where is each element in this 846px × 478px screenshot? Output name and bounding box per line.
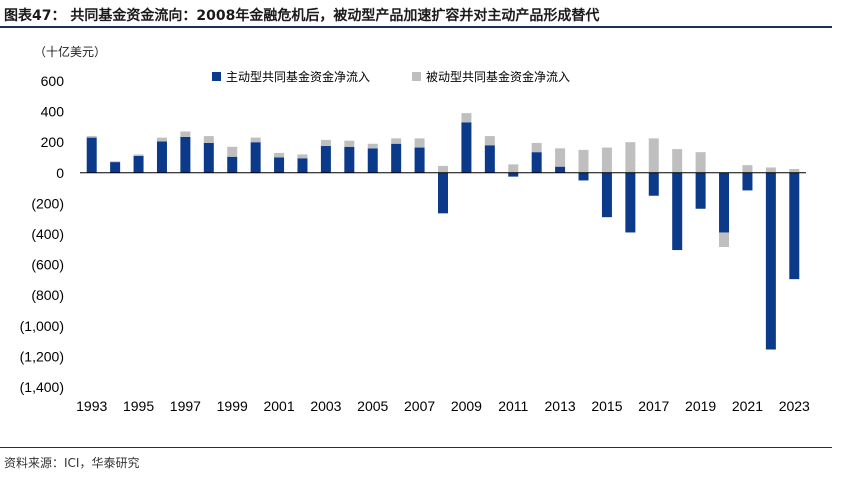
active-fund-bar-2001 bbox=[274, 157, 285, 173]
y-axis-unit-label: （十亿美元） bbox=[34, 45, 107, 59]
active-fund-bar-2009 bbox=[461, 122, 472, 173]
x-tick-label: 2003 bbox=[310, 398, 341, 414]
active-fund-bar-2005 bbox=[367, 148, 378, 173]
passive-fund-bar-2005 bbox=[367, 143, 378, 149]
active-fund-bar-1998 bbox=[203, 142, 214, 173]
x-tick-label: 1993 bbox=[76, 398, 107, 414]
x-tick-label: 2011 bbox=[498, 398, 528, 414]
x-tick-label: 2019 bbox=[685, 398, 716, 414]
passive-fund-bar-2006 bbox=[391, 138, 402, 144]
x-tick-label: 2009 bbox=[451, 398, 482, 414]
active-fund-bar-2011 bbox=[508, 172, 519, 177]
active-fund-bar-2018 bbox=[672, 172, 683, 251]
active-fund-bar-2013 bbox=[555, 166, 566, 173]
active-fund-bar-2019 bbox=[695, 172, 706, 209]
active-fund-bar-2021 bbox=[742, 172, 753, 191]
y-tick-label: (800) bbox=[31, 287, 64, 303]
active-fund-bar-1996 bbox=[156, 141, 167, 173]
passive-fund-bar-1993 bbox=[86, 136, 97, 138]
x-tick-label: 2017 bbox=[638, 398, 669, 414]
active-fund-bar-2017 bbox=[648, 172, 659, 196]
passive-fund-bar-2002 bbox=[297, 154, 308, 159]
y-tick-label: (1,000) bbox=[20, 318, 64, 334]
active-fund-bar-2003 bbox=[320, 146, 331, 173]
y-tick-label: (1,400) bbox=[20, 379, 64, 395]
passive-fund-bar-2014 bbox=[578, 149, 589, 173]
x-tick-label: 2023 bbox=[779, 398, 810, 414]
active-fund-bar-2002 bbox=[297, 158, 308, 173]
y-tick-label: 600 bbox=[41, 73, 65, 89]
active-fund-bar-2016 bbox=[625, 172, 636, 233]
active-fund-bar-2000 bbox=[250, 142, 261, 173]
passive-fund-bar-1994 bbox=[110, 161, 121, 163]
passive-fund-bar-1998 bbox=[203, 136, 214, 143]
passive-fund-bar-2016 bbox=[625, 142, 636, 173]
passive-fund-bar-2010 bbox=[484, 136, 495, 146]
active-fund-bar-2006 bbox=[391, 143, 402, 173]
source-note: 资料来源：ICI，华泰研究 bbox=[4, 456, 140, 470]
passive-fund-bar-2013 bbox=[555, 148, 566, 167]
legend-swatch-active bbox=[212, 72, 221, 81]
active-fund-bar-2012 bbox=[531, 152, 542, 173]
passive-fund-bar-2003 bbox=[320, 139, 331, 147]
active-fund-bar-2008 bbox=[438, 172, 448, 214]
passive-fund-bar-2017 bbox=[648, 138, 659, 173]
passive-fund-bar-2001 bbox=[274, 152, 285, 158]
footer-divider bbox=[0, 447, 832, 448]
legend-label-active: 主动型共同基金资金净流入 bbox=[226, 69, 370, 84]
passive-fund-bar-2012 bbox=[531, 142, 542, 153]
passive-fund-bar-1995 bbox=[133, 154, 144, 156]
passive-fund-bar-2011 bbox=[508, 164, 519, 173]
x-tick-label: 2001 bbox=[263, 398, 294, 414]
active-fund-bar-1995 bbox=[133, 155, 144, 173]
x-tick-label: 2021 bbox=[732, 398, 763, 414]
passive-fund-bar-2020 bbox=[719, 232, 730, 248]
chart-title: 图表47： 共同基金资金流向：2008年金融危机后，被动型产品加速扩容并对主动产… bbox=[4, 8, 600, 24]
x-tick-label: 1997 bbox=[170, 398, 201, 414]
active-fund-bar-2010 bbox=[484, 145, 495, 173]
passive-fund-bar-1999 bbox=[227, 146, 238, 157]
passive-fund-bar-2000 bbox=[250, 137, 261, 143]
x-tick-label: 2005 bbox=[357, 398, 388, 414]
y-tick-label: 400 bbox=[41, 104, 65, 120]
passive-fund-bar-2018 bbox=[672, 149, 683, 173]
y-tick-label: (600) bbox=[31, 257, 64, 273]
passive-fund-bar-2015 bbox=[601, 147, 612, 173]
y-tick-label: (400) bbox=[31, 226, 64, 242]
legend-label-passive: 被动型共同基金资金净流入 bbox=[426, 69, 570, 84]
passive-fund-bar-1997 bbox=[180, 131, 191, 137]
active-fund-bar-1997 bbox=[180, 136, 191, 173]
y-tick-label: (1,200) bbox=[20, 348, 64, 364]
active-fund-bar-2014 bbox=[578, 172, 589, 181]
passive-fund-bar-1996 bbox=[156, 137, 167, 142]
title-divider bbox=[0, 26, 832, 28]
active-fund-bar-1999 bbox=[227, 156, 238, 173]
active-fund-bar-2015 bbox=[601, 172, 612, 218]
legend-swatch-passive bbox=[412, 72, 421, 81]
x-tick-label: 2007 bbox=[404, 398, 435, 414]
active-fund-bar-2023 bbox=[789, 172, 800, 280]
passive-fund-bar-2007 bbox=[414, 138, 425, 148]
active-fund-bar-2020 bbox=[719, 172, 730, 233]
y-tick-label: 200 bbox=[41, 134, 65, 150]
passive-fund-bar-2021 bbox=[742, 165, 753, 173]
y-tick-label: 0 bbox=[56, 165, 64, 181]
x-tick-label: 2015 bbox=[591, 398, 622, 414]
x-tick-label: 1999 bbox=[217, 398, 248, 414]
passive-fund-bar-2009 bbox=[461, 113, 472, 123]
y-tick-label: (200) bbox=[31, 195, 64, 211]
x-tick-label: 2013 bbox=[545, 398, 576, 414]
active-fund-bar-2022 bbox=[765, 172, 776, 350]
x-tick-label: 1995 bbox=[123, 398, 154, 414]
active-fund-bar-2004 bbox=[344, 146, 355, 173]
active-fund-bar-1994 bbox=[110, 162, 121, 173]
passive-fund-bar-2004 bbox=[344, 140, 355, 147]
passive-fund-bar-2022 bbox=[765, 167, 776, 173]
passive-fund-bar-2019 bbox=[695, 152, 706, 173]
passive-fund-bar-2023 bbox=[789, 168, 800, 173]
active-fund-bar-1993 bbox=[86, 137, 97, 173]
passive-fund-bar-2008 bbox=[438, 165, 448, 173]
active-fund-bar-2007 bbox=[414, 147, 425, 173]
